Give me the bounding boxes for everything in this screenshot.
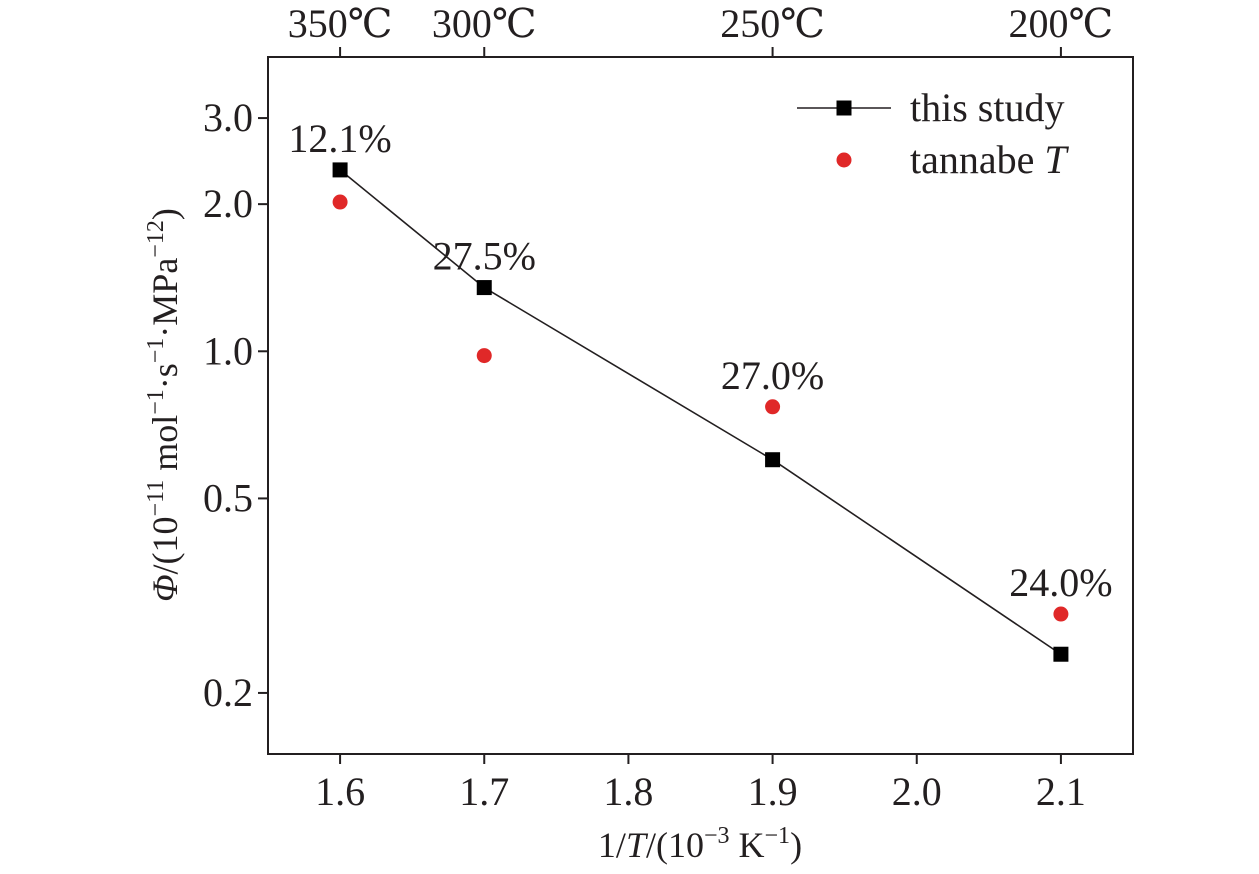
data-label: 27.5% — [433, 234, 536, 279]
x-tick-label: 2.0 — [892, 769, 942, 814]
y-tick-label: 0.5 — [203, 475, 253, 520]
top-tick-label: 200℃ — [1009, 1, 1114, 46]
data-label: 24.0% — [1009, 560, 1112, 605]
data-label: 27.0% — [721, 353, 824, 398]
legend-label-tannabe: tannabe T — [910, 137, 1069, 182]
legend: this study tannabe T — [797, 85, 1069, 182]
y-tick-label: 2.0 — [203, 181, 253, 226]
annotation-layer: 12.1% 27.5% 27.0% 24.0% — [288, 116, 1112, 605]
y-tick-label: 0.2 — [203, 670, 253, 715]
top-tick-label: 250℃ — [720, 1, 825, 46]
x-tick-label: 1.6 — [315, 769, 365, 814]
data-point-circle — [332, 194, 348, 210]
series-layer — [332, 162, 1069, 662]
top-axis: 350℃ 300℃ 250℃ 200℃ — [288, 1, 1114, 57]
y-axis-title: Φ/(10−11 mol−1·s−1·MPa−12) — [143, 208, 185, 602]
top-tick-label: 350℃ — [288, 1, 393, 46]
legend-marker-this-study — [836, 100, 852, 116]
y-axis: 0.2 0.5 1.0 2.0 3.0 — [203, 95, 268, 715]
x-axis: 1.6 1.7 1.8 1.9 2.0 2.1 — [315, 754, 1086, 814]
y-tick-label: 3.0 — [203, 95, 253, 140]
legend-label-this-study: this study — [910, 85, 1064, 130]
y-tick-label: 1.0 — [203, 328, 253, 373]
x-tick-label: 1.7 — [459, 769, 509, 814]
x-tick-label: 1.8 — [603, 769, 653, 814]
data-point-circle — [1053, 606, 1069, 622]
x-tick-label: 1.9 — [748, 769, 798, 814]
legend-marker-tannabe — [836, 152, 852, 168]
x-axis-title: 1/T/(10−3 K−1) — [598, 823, 802, 865]
data-point-square — [1053, 646, 1069, 662]
legend-label-tannabe-text: tannabe — [910, 137, 1044, 182]
data-point-square — [332, 162, 348, 178]
top-tick-label: 300℃ — [432, 1, 537, 46]
data-label: 12.1% — [288, 116, 391, 161]
series-line-this-study — [339, 169, 1062, 655]
data-point-circle — [476, 348, 492, 364]
plot-frame — [267, 56, 1134, 755]
data-point-circle — [765, 399, 781, 415]
x-tick-label: 2.1 — [1036, 769, 1086, 814]
data-point-square — [476, 280, 492, 296]
data-point-square — [765, 452, 781, 468]
legend-label-tannabe-italic: T — [1044, 137, 1069, 182]
